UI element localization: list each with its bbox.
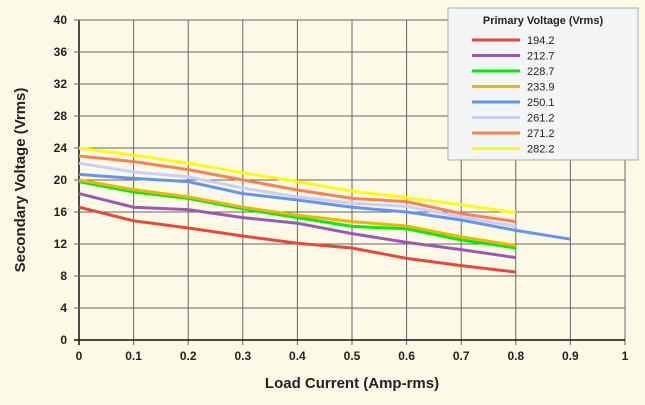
x-tick-label: 0.4: [289, 349, 306, 363]
legend-label: 282.2: [527, 144, 555, 156]
series-line-271.2: [78, 154, 517, 224]
legend-label: 271.2: [527, 128, 555, 140]
series-line-250.1: [78, 172, 571, 241]
x-tick-label: 0.7: [453, 349, 470, 363]
series-lines: [78, 146, 571, 274]
y-tick-label: 8: [60, 269, 67, 283]
tick-labels: 0 0.1 0.2 0.3 0.4 0.5 0.6 0.7 0.8 0.9 1 0 4 8 12 16 20 24…: [54, 13, 629, 363]
series-line-228.7: [78, 180, 517, 250]
series-line-212.7: [78, 192, 517, 260]
y-tick-label: 0: [60, 333, 67, 347]
y-axis-label: Secondary Voltage (Vrms): [12, 88, 29, 273]
legend-label: 250.1: [527, 97, 555, 109]
x-tick-label: 0.2: [180, 349, 197, 363]
legend-label: 233.9: [527, 82, 555, 94]
x-tick-label: 0.8: [507, 349, 524, 363]
x-tick-label: 1: [622, 349, 629, 363]
series-line-261.2: [78, 161, 517, 228]
legend-label: 261.2: [527, 113, 555, 125]
y-tick-label: 36: [54, 45, 68, 59]
x-tick-label: 0: [76, 349, 83, 363]
y-tick-label: 20: [54, 173, 68, 187]
y-tick-label: 24: [54, 141, 68, 155]
x-axis-label: Load Current (Amp-rms): [265, 375, 439, 392]
x-tick-label: 0.6: [398, 349, 415, 363]
series-line-194.2: [78, 205, 516, 274]
legend-title: Primary Voltage (Vrms): [483, 15, 604, 27]
y-tick-label: 32: [54, 77, 68, 91]
y-tick-label: 40: [54, 13, 68, 27]
y-tick-label: 12: [54, 237, 68, 251]
y-tick-label: 16: [54, 205, 68, 219]
x-tick-label: 0.1: [125, 349, 142, 363]
x-tick-label: 0.3: [234, 349, 251, 363]
legend-label: 228.7: [527, 66, 555, 78]
y-tick-label: 4: [60, 301, 67, 315]
x-tick-label: 0.9: [562, 349, 579, 363]
legend: Primary Voltage (Vrms) 194.2 212.7 228.7 23…: [447, 7, 639, 161]
x-tick-label: 0.5: [344, 349, 361, 363]
series-line-233.9: [78, 178, 517, 248]
legend-label: 212.7: [527, 51, 555, 63]
y-tick-label: 28: [54, 109, 68, 123]
series-line-282.2: [78, 146, 517, 215]
legend-label: 194.2: [527, 35, 555, 47]
